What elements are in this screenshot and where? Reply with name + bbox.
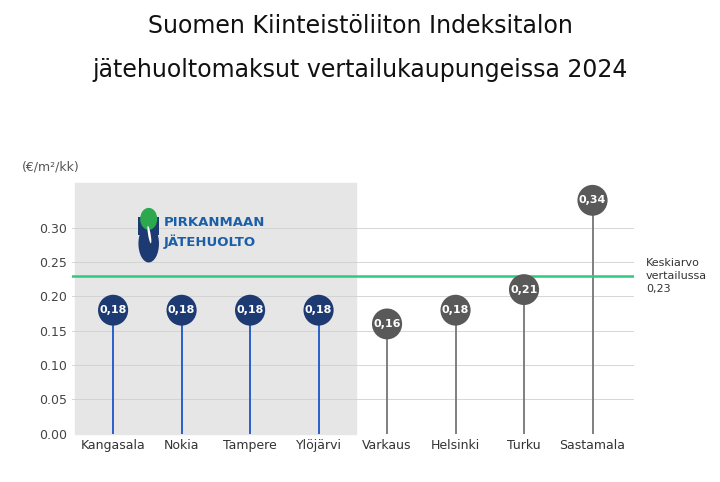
Text: 0,18: 0,18 bbox=[168, 305, 195, 315]
Text: 0,34: 0,34 bbox=[579, 195, 606, 205]
Ellipse shape bbox=[166, 295, 197, 326]
Ellipse shape bbox=[372, 308, 402, 339]
Ellipse shape bbox=[577, 185, 608, 216]
Ellipse shape bbox=[441, 295, 471, 326]
Ellipse shape bbox=[140, 208, 157, 230]
Text: 0,16: 0,16 bbox=[373, 319, 401, 329]
Text: 0,21: 0,21 bbox=[510, 284, 538, 295]
Text: 0,18: 0,18 bbox=[99, 305, 127, 315]
Text: Keskiarvo
vertailussa
0,23: Keskiarvo vertailussa 0,23 bbox=[646, 258, 707, 294]
Ellipse shape bbox=[148, 226, 151, 243]
Text: Suomen Kiinteistöliiton Indeksitalon: Suomen Kiinteistöliiton Indeksitalon bbox=[148, 14, 572, 39]
Text: 0,18: 0,18 bbox=[305, 305, 332, 315]
Ellipse shape bbox=[304, 295, 333, 326]
Ellipse shape bbox=[138, 225, 159, 263]
Ellipse shape bbox=[98, 295, 128, 326]
Text: (€/m²/kk): (€/m²/kk) bbox=[22, 160, 79, 173]
Ellipse shape bbox=[509, 274, 539, 305]
Text: 0,18: 0,18 bbox=[236, 305, 264, 315]
Text: PIRKANMAAN
JÄTEHUOLTO: PIRKANMAAN JÄTEHUOLTO bbox=[163, 216, 265, 249]
FancyBboxPatch shape bbox=[138, 217, 159, 235]
Text: jätehuoltomaksut vertailukaupungeissa 2024: jätehuoltomaksut vertailukaupungeissa 20… bbox=[92, 58, 628, 82]
Text: 0,18: 0,18 bbox=[442, 305, 469, 315]
Ellipse shape bbox=[235, 295, 265, 326]
Bar bbox=[76, 183, 356, 434]
